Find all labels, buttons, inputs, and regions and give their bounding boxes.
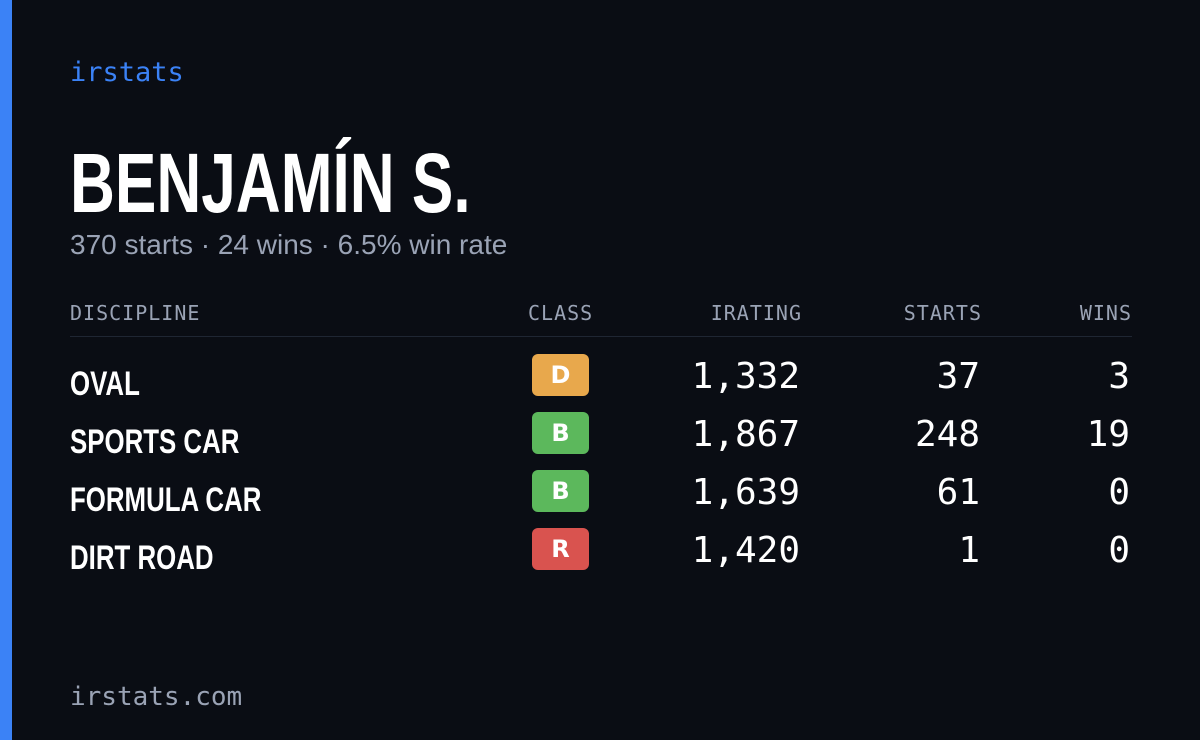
wins-value: 0 xyxy=(1108,530,1130,571)
table-body: OVAL D 1,332 37 3 SPORTS CAR B 1,867 248… xyxy=(70,354,1132,586)
class-badge: D xyxy=(532,354,589,396)
table-header: DISCIPLINE CLASS IRATING STARTS WINS xyxy=(70,296,1132,337)
wins-value: 3 xyxy=(1108,356,1130,397)
stats-table: DISCIPLINE CLASS IRATING STARTS WINS OVA… xyxy=(70,296,1132,577)
discipline-name: FORMULA CAR xyxy=(70,481,262,519)
wins-value: 0 xyxy=(1108,472,1130,513)
column-header-irating: IRATING xyxy=(710,301,802,325)
column-header-wins: WINS xyxy=(1079,301,1132,325)
class-badge: R xyxy=(532,528,589,570)
starts-value: 248 xyxy=(914,414,980,455)
brand-logo-text[interactable]: irstats xyxy=(70,57,184,88)
starts-value: 37 xyxy=(936,356,980,397)
irating-value: 1,420 xyxy=(691,530,800,571)
starts-value: 61 xyxy=(936,472,980,513)
table-row: OVAL D 1,332 37 3 xyxy=(70,354,1132,412)
irating-value: 1,332 xyxy=(691,356,800,397)
table-row: SPORTS CAR B 1,867 248 19 xyxy=(70,412,1132,470)
accent-bar xyxy=(0,0,12,740)
column-header-class: CLASS xyxy=(528,301,594,325)
starts-value: 1 xyxy=(958,530,980,571)
table-row: FORMULA CAR B 1,639 61 0 xyxy=(70,470,1132,528)
table-row: DIRT ROAD R 1,420 1 0 xyxy=(70,528,1132,586)
discipline-name: OVAL xyxy=(70,365,140,403)
class-badge: B xyxy=(532,412,589,454)
class-badge: B xyxy=(532,470,589,512)
column-header-starts: STARTS xyxy=(903,301,982,325)
footer-url[interactable]: irstats.com xyxy=(70,682,243,712)
player-name: BENJAMÍN S. xyxy=(70,136,471,230)
irating-value: 1,867 xyxy=(691,414,800,455)
irating-value: 1,639 xyxy=(691,472,800,513)
column-header-discipline: DISCIPLINE xyxy=(70,301,201,325)
discipline-name: DIRT ROAD xyxy=(70,539,214,577)
wins-value: 19 xyxy=(1086,414,1130,455)
discipline-name: SPORTS CAR xyxy=(70,423,240,461)
player-summary: 370 starts · 24 wins · 6.5% win rate xyxy=(70,229,508,260)
